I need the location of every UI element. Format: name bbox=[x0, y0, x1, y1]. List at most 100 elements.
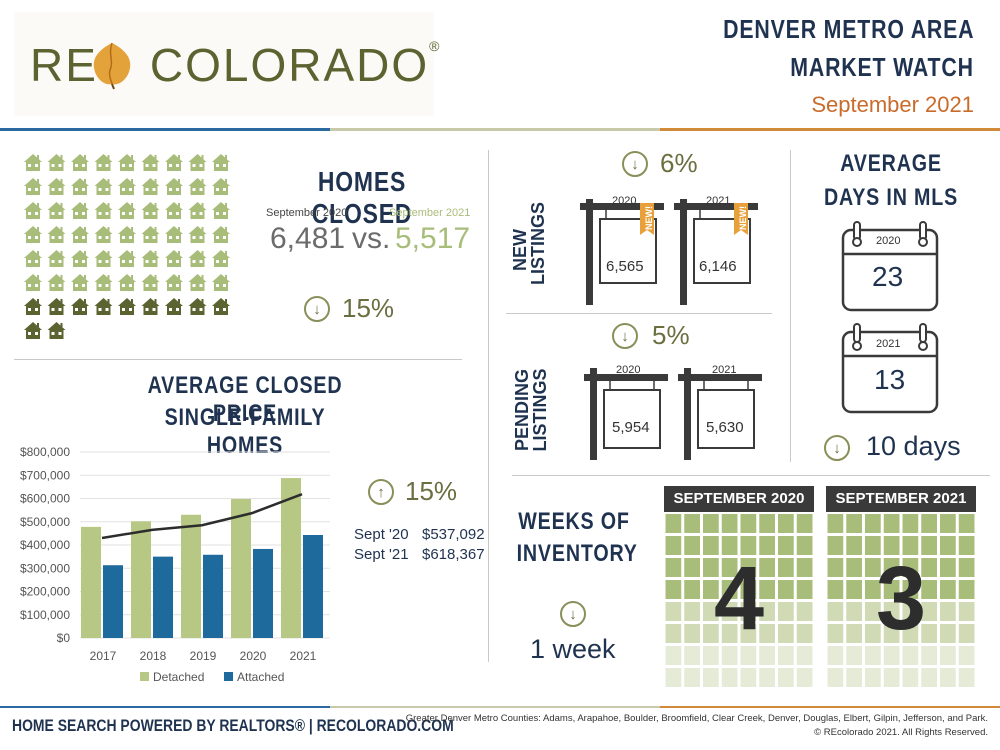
x-tick-label: 2021 bbox=[290, 649, 317, 663]
inventory-cell bbox=[958, 536, 975, 555]
bar-detached bbox=[281, 478, 301, 638]
inventory-cell bbox=[684, 580, 700, 599]
house-icon bbox=[212, 250, 230, 267]
inventory-cell bbox=[883, 558, 900, 577]
footer-divider bbox=[0, 706, 1000, 708]
x-tick-label: 2017 bbox=[90, 649, 117, 663]
homes-closed-value-2020: 6,481 bbox=[270, 222, 346, 255]
inventory-cell bbox=[902, 514, 919, 533]
inventory-cell bbox=[740, 514, 757, 533]
house-icon bbox=[188, 202, 207, 219]
inventory-cell bbox=[865, 602, 881, 621]
footer-link[interactable]: HOME SEARCH POWERED BY REALTORS® | RECOL… bbox=[12, 716, 454, 735]
legend-label: Attached bbox=[237, 670, 284, 684]
house-icon bbox=[24, 250, 42, 267]
inventory-cell bbox=[796, 602, 813, 621]
calendar-icon bbox=[841, 323, 939, 414]
house-icon bbox=[94, 274, 113, 291]
x-tick-label: 2020 bbox=[240, 649, 267, 663]
logo-box bbox=[14, 12, 434, 116]
bar-attached bbox=[153, 556, 173, 638]
bar-attached bbox=[253, 548, 273, 638]
inventory-cell bbox=[778, 558, 794, 577]
inventory-cell bbox=[883, 646, 900, 665]
bar-attached bbox=[303, 535, 323, 638]
header-divider bbox=[0, 128, 1000, 131]
house-icon bbox=[212, 178, 230, 195]
house-icon bbox=[47, 226, 66, 243]
house-icon bbox=[212, 202, 230, 219]
average-price-line bbox=[101, 493, 303, 540]
inventory-cell bbox=[759, 602, 775, 621]
weeks-inventory-title-line2: INVENTORY bbox=[516, 540, 638, 567]
days-mls-title-line2: DAYS IN MLS bbox=[823, 184, 959, 211]
inventory-cell bbox=[827, 536, 844, 555]
price-change: 15% bbox=[405, 476, 458, 506]
house-icon bbox=[141, 298, 160, 315]
new-badge-2020: NEW! bbox=[644, 206, 654, 230]
y-tick-label: $100,000 bbox=[20, 608, 70, 622]
inventory-cell bbox=[827, 558, 844, 577]
pending-listings-label-line2: LISTINGS bbox=[530, 368, 550, 452]
y-tick-label: $400,000 bbox=[20, 538, 70, 552]
section-divider bbox=[506, 313, 772, 314]
inventory-cell bbox=[883, 624, 900, 643]
inventory-cell bbox=[940, 580, 956, 599]
pending-listings-value-2020: 5,954 bbox=[612, 419, 650, 436]
legend-label: Detached bbox=[153, 670, 204, 684]
column-divider bbox=[790, 150, 791, 462]
days-mls-value-2020: 23 bbox=[872, 261, 904, 292]
page-title-line1: DENVER METRO AREA bbox=[722, 14, 974, 44]
inventory-cell bbox=[778, 536, 794, 555]
inventory-cell bbox=[684, 558, 700, 577]
house-icon bbox=[165, 202, 183, 219]
inventory-cell bbox=[902, 580, 919, 599]
inventory-cell bbox=[740, 558, 757, 577]
inventory-cell bbox=[958, 514, 975, 533]
inventory-cell bbox=[940, 668, 956, 687]
house-icon bbox=[24, 202, 42, 219]
inventory-cell bbox=[703, 558, 719, 577]
inventory-cell bbox=[684, 536, 700, 555]
price-bar-chart: $800,000 $700,000 $600,000 $500,000 $400,000… bbox=[20, 445, 330, 684]
house-icon bbox=[118, 154, 136, 171]
house-icon bbox=[165, 178, 183, 195]
inventory-cell bbox=[883, 580, 900, 599]
pending-listings-value-2021: 5,630 bbox=[706, 419, 744, 436]
inventory-cell bbox=[796, 514, 813, 533]
inventory-cell bbox=[865, 668, 881, 687]
house-icon bbox=[165, 274, 183, 291]
house-icon bbox=[165, 226, 183, 243]
house-icon bbox=[47, 202, 66, 219]
inventory-cell bbox=[759, 668, 775, 687]
house-icon bbox=[24, 154, 42, 171]
inventory-cell bbox=[921, 668, 937, 687]
price-label-2021: Sept '21 bbox=[354, 546, 409, 563]
calendar-icon bbox=[841, 221, 939, 312]
inventory-cell bbox=[940, 624, 956, 643]
inventory-cell bbox=[665, 536, 682, 555]
inventory-cell bbox=[827, 514, 844, 533]
house-icon bbox=[212, 298, 230, 315]
logo[interactable]: RE COLORADO® bbox=[30, 38, 442, 92]
legend-swatch bbox=[140, 672, 149, 681]
logo-suffix: COLORADO bbox=[149, 39, 430, 91]
new-listings-year-2020: 2020 bbox=[612, 195, 637, 207]
inventory-cell bbox=[703, 668, 719, 687]
inventory-cell bbox=[740, 646, 757, 665]
inventory-cell bbox=[684, 646, 700, 665]
inventory-cell bbox=[721, 624, 738, 643]
inventory-cell bbox=[902, 668, 919, 687]
inventory-cell bbox=[846, 602, 862, 621]
inventory-cell bbox=[703, 624, 719, 643]
new-badge-2021: NEW! bbox=[738, 206, 748, 230]
house-icon bbox=[141, 250, 160, 267]
house-icon bbox=[24, 226, 42, 243]
bar-detached bbox=[181, 514, 201, 638]
inventory-cell bbox=[759, 558, 775, 577]
days-mls-title-line1: AVERAGE bbox=[840, 150, 942, 177]
y-tick-label: $200,000 bbox=[20, 585, 70, 599]
inventory-cell bbox=[902, 536, 919, 555]
inventory-value-2021: 3 bbox=[875, 549, 927, 649]
inventory-cell bbox=[865, 646, 881, 665]
